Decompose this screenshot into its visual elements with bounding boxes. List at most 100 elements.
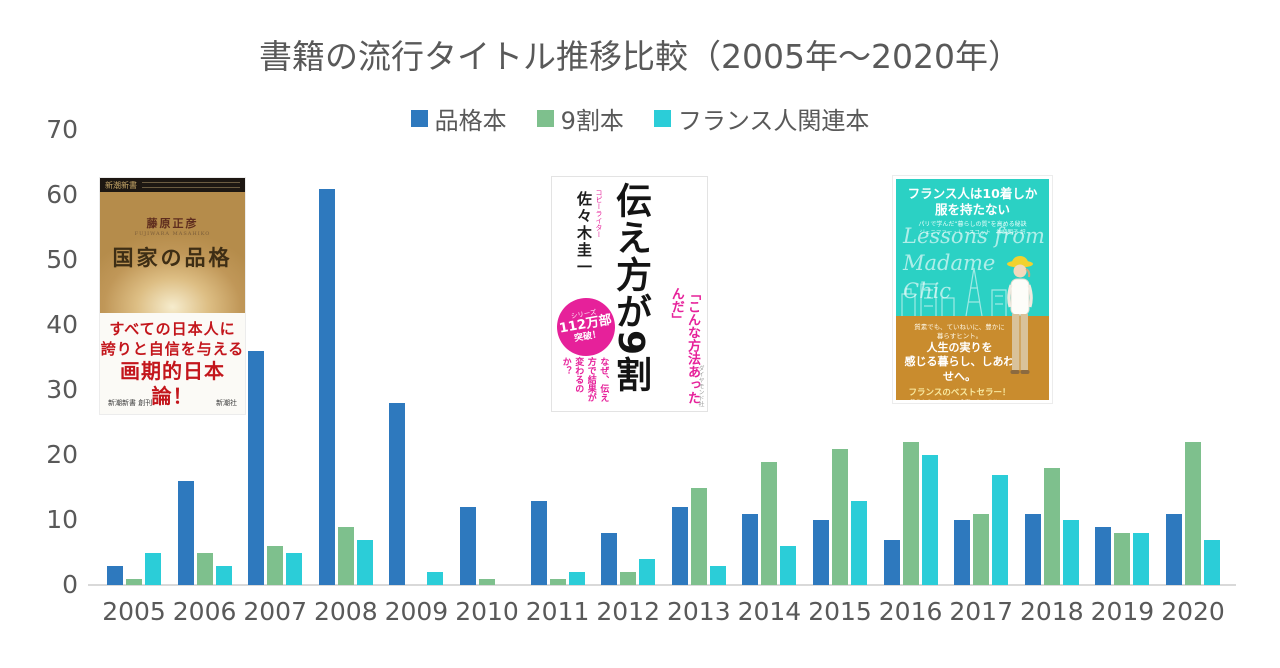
- legend-swatch-icon: [410, 110, 428, 127]
- book1-footer-left: 新潮新書 創刊: [108, 399, 153, 407]
- book1-footer: 新潮新書 創刊 新潮社: [100, 396, 245, 408]
- x-axis-tick-2005: 2005: [102, 597, 166, 626]
- bar-9割本-2012: [620, 572, 637, 585]
- bar-品格本-2005: [107, 565, 123, 585]
- x-axis-tick-2018: 2018: [1019, 597, 1084, 626]
- bar-フランス人関連本-2009: [427, 572, 444, 585]
- bar-9割本-2011: [549, 578, 566, 585]
- bar-フランス人関連本-2012: [639, 559, 656, 585]
- bar-品格本-2007: [248, 351, 265, 585]
- book1-tagline-line2: 誇りと自信を与える: [100, 339, 245, 358]
- bar-品格本-2015: [813, 520, 829, 585]
- legend-swatch-icon: [653, 110, 671, 127]
- x-axis-tick-2020: 2020: [1161, 597, 1225, 626]
- bar-9割本-2013: [690, 487, 707, 585]
- bar-品格本-2006: [177, 481, 194, 585]
- book1-tagline-line3: 画期的日本論！: [120, 359, 225, 408]
- book3-author-line: ジェニファー・Ｌ・スコット 神崎朗子 訳: [919, 230, 1026, 237]
- bar-9割本-2006: [196, 552, 213, 585]
- book1-front-panel: 藤原正彦 FUJIWARA MASAHIKO 国家の品格: [100, 192, 245, 313]
- paris-skyline-illustration: [901, 267, 1007, 316]
- book-cover-kokka-no-hinkaku: 新潮新書 藤原正彦 FUJIWARA MASAHIKO 国家の品格 すべての日本…: [100, 178, 245, 414]
- book2-author: 佐々木圭一: [575, 191, 593, 276]
- x-axis-tick-2017: 2017: [949, 597, 1013, 626]
- bar-フランス人関連本-2007: [286, 552, 303, 585]
- bar-9割本-2019: [1114, 533, 1131, 585]
- book1-author-romanized: FUJIWARA MASAHIKO: [134, 231, 211, 237]
- bar-フランス人関連本-2013: [709, 565, 726, 585]
- x-axis-tick-2010: 2010: [455, 597, 519, 626]
- x-axis-tick-2016: 2016: [878, 597, 943, 626]
- bar-品格本-2013: [671, 507, 688, 585]
- bar-フランス人関連本-2011: [568, 572, 585, 585]
- bar-品格本-2009: [389, 403, 406, 585]
- x-axis-tick-2011: 2011: [525, 597, 590, 626]
- bar-フランス人関連本-2005: [145, 552, 161, 585]
- bar-フランス人関連本-2019: [1133, 533, 1150, 585]
- y-axis-tick-40: 40: [46, 310, 78, 339]
- legend-item-9割本: 9割本: [536, 101, 624, 136]
- book3-title-line2: 服を持たない: [934, 201, 1010, 217]
- bar-フランス人関連本-2008: [356, 539, 373, 585]
- book2-author-role: コピーライター: [595, 189, 603, 238]
- book1-band-rule: [142, 182, 240, 188]
- chart-title: 書籍の流行タイトル推移比較（2005年〜2020年）: [259, 37, 1021, 76]
- book3-script-line2: Madame: [903, 251, 996, 276]
- book3-copy-small-line1: 質素でも、ていねいに、豊かに: [914, 323, 1005, 331]
- chart-legend: 品格本 9割本 フランス人関連本: [0, 101, 1280, 136]
- legend-label: 品格本: [434, 107, 507, 135]
- book2-title: 伝え方が9割: [610, 182, 651, 394]
- y-axis-tick-0: 0: [62, 570, 78, 599]
- bar-フランス人関連本-2016: [921, 455, 938, 585]
- bar-品格本-2019: [1095, 526, 1112, 585]
- woman-with-yellow-hat-illustration: [1007, 256, 1033, 374]
- book3-copy-small-line2: 暮らすヒント。: [936, 332, 983, 341]
- legend-swatch-icon: [536, 110, 554, 127]
- bar-9割本-2007: [267, 546, 284, 585]
- legend-item-品格本: 品格本: [410, 101, 507, 136]
- book1-tagline-panel: すべての日本人に 誇りと自信を与える 画期的日本論！: [100, 313, 245, 408]
- bar-9割本-2008: [337, 526, 354, 585]
- bar-フランス人関連本-2014: [780, 546, 797, 585]
- y-axis-tick-10: 10: [46, 505, 78, 534]
- book1-author: 藤原正彦: [146, 217, 199, 230]
- book3-copy-big-line2: 感じる暮らし、しあわせへ。: [904, 355, 1015, 383]
- bar-9割本-2015: [832, 448, 848, 585]
- bar-品格本-2016: [883, 539, 900, 585]
- legend-label: 9割本: [560, 107, 624, 135]
- y-axis-tick-30: 30: [46, 375, 78, 404]
- bar-品格本-2012: [601, 533, 618, 585]
- bar-品格本-2017: [954, 520, 971, 585]
- bar-品格本-2010: [460, 507, 476, 585]
- x-axis-tick-2013: 2013: [666, 597, 731, 626]
- book3-title-line1: フランス人は10着しか: [907, 186, 1038, 201]
- y-axis-tick-50: 50: [46, 245, 78, 274]
- book2-quote: 「こんな方法あったんだ」: [668, 287, 700, 404]
- x-axis-line: [88, 584, 1236, 586]
- y-axis-tick-70: 70: [46, 115, 78, 144]
- x-axis-tick-2019: 2019: [1090, 597, 1155, 626]
- bar-9割本-2017: [973, 513, 990, 585]
- bar-フランス人関連本-2017: [992, 474, 1009, 585]
- x-axis-tick-2012: 2012: [596, 597, 660, 626]
- x-axis-tick-2014: 2014: [737, 597, 802, 626]
- book-cover-lessons-from-madame-chic: フランス人は10着しか 服を持たない パリで学んだ“暮らしの質”を高める秘訣 ジ…: [893, 176, 1052, 403]
- bar-フランス人関連本-2006: [215, 565, 232, 585]
- y-axis-tick-60: 60: [46, 180, 78, 209]
- bar-9割本-2010: [479, 578, 495, 585]
- x-axis-tick-2007: 2007: [243, 597, 307, 626]
- bar-9割本-2020: [1185, 442, 1201, 585]
- book3-inner: フランス人は10着しか 服を持たない パリで学んだ“暮らしの質”を高める秘訣 ジ…: [896, 179, 1049, 400]
- bar-9割本-2018: [1043, 468, 1060, 585]
- book1-imprint-band: 新潮新書: [100, 178, 245, 192]
- bar-品格本-2008: [318, 188, 335, 585]
- book1-footer-right: 新潮社: [216, 399, 237, 407]
- x-axis-tick-2009: 2009: [384, 597, 449, 626]
- book3-subtitle: パリで学んだ“暮らしの質”を高める秘訣: [918, 221, 1027, 229]
- y-axis-tick-20: 20: [46, 440, 78, 469]
- legend-item-フランス人関連本: フランス人関連本: [653, 101, 869, 136]
- book1-title: 国家の品格: [112, 245, 233, 270]
- bar-9割本-2016: [902, 442, 919, 585]
